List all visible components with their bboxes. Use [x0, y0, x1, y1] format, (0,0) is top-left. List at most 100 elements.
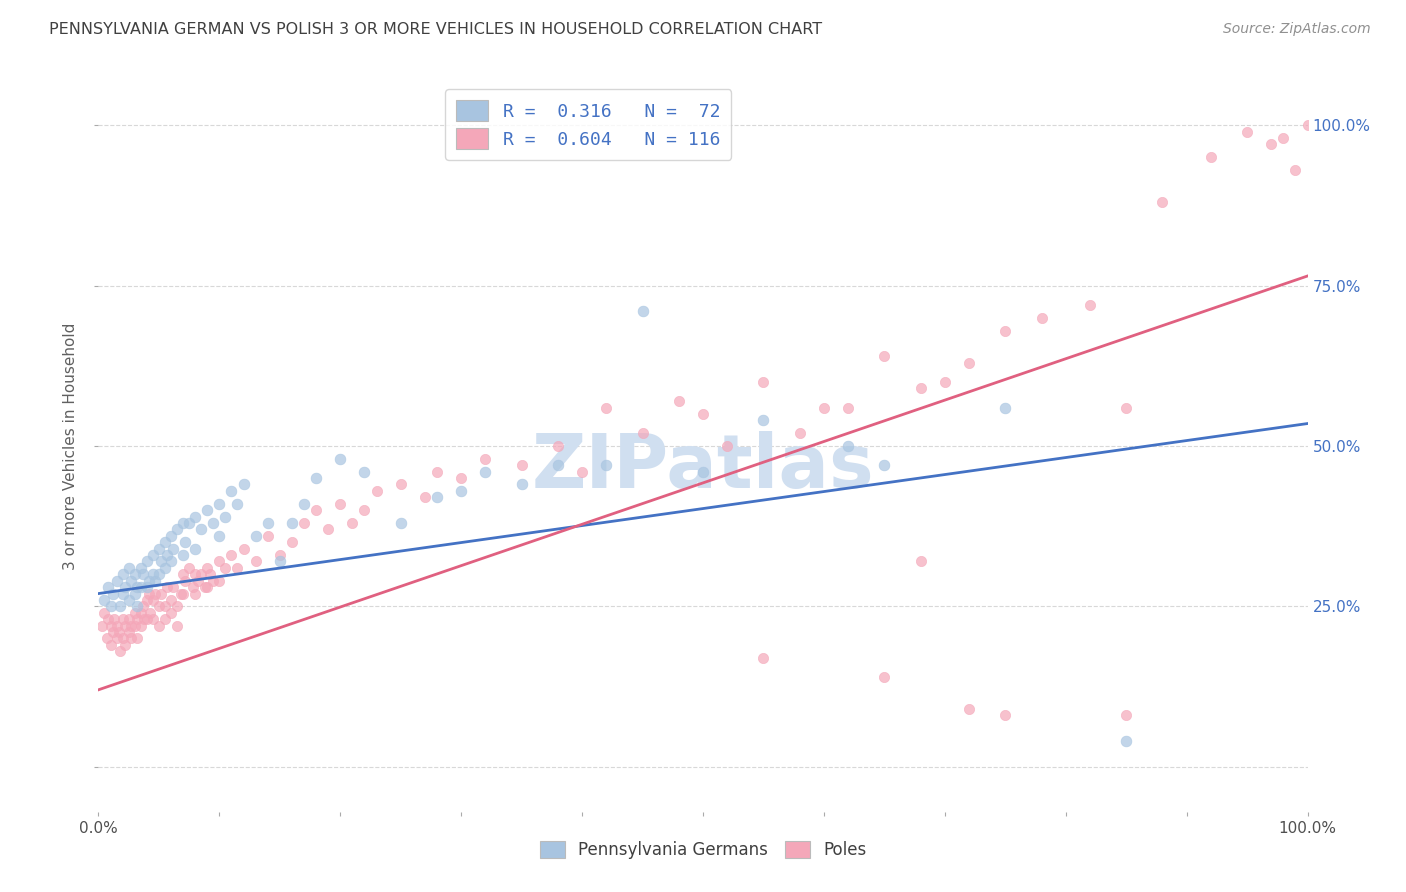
- Point: [156, 580, 179, 594]
- Point: [172, 548, 194, 562]
- Point: [1115, 708, 1137, 723]
- Point: [129, 561, 152, 575]
- Point: [716, 439, 738, 453]
- Point: [198, 567, 221, 582]
- Point: [153, 561, 176, 575]
- Point: [389, 516, 412, 530]
- Point: [510, 477, 533, 491]
- Point: [135, 580, 157, 594]
- Point: [232, 541, 254, 556]
- Point: [366, 483, 388, 498]
- Point: [111, 567, 134, 582]
- Point: [127, 599, 149, 614]
- Point: [148, 567, 170, 582]
- Point: [100, 618, 122, 632]
- Point: [934, 375, 956, 389]
- Point: [143, 574, 166, 588]
- Point: [353, 503, 375, 517]
- Point: [114, 638, 136, 652]
- Point: [105, 574, 128, 588]
- Text: PENNSYLVANIA GERMAN VS POLISH 3 OR MORE VEHICLES IN HOUSEHOLD CORRELATION CHART: PENNSYLVANIA GERMAN VS POLISH 3 OR MORE …: [49, 22, 823, 37]
- Point: [143, 586, 166, 600]
- Point: [208, 529, 231, 543]
- Point: [172, 516, 194, 530]
- Point: [142, 548, 165, 562]
- Point: [150, 586, 173, 600]
- Point: [256, 529, 278, 543]
- Point: [174, 574, 197, 588]
- Point: [208, 497, 231, 511]
- Point: [474, 451, 496, 466]
- Point: [305, 471, 328, 485]
- Point: [100, 599, 122, 614]
- Point: [100, 638, 122, 652]
- Point: [813, 401, 835, 415]
- Point: [269, 554, 291, 568]
- Point: [101, 586, 124, 600]
- Point: [160, 554, 183, 568]
- Point: [162, 541, 184, 556]
- Point: [172, 586, 194, 600]
- Point: [172, 567, 194, 582]
- Point: [305, 503, 328, 517]
- Point: [1115, 401, 1137, 415]
- Point: [138, 586, 160, 600]
- Point: [148, 541, 170, 556]
- Point: [105, 632, 128, 646]
- Point: [232, 477, 254, 491]
- Point: [256, 516, 278, 530]
- Point: [160, 593, 183, 607]
- Point: [873, 349, 896, 363]
- Point: [160, 529, 183, 543]
- Point: [692, 465, 714, 479]
- Point: [631, 426, 654, 441]
- Point: [120, 574, 142, 588]
- Point: [329, 451, 352, 466]
- Point: [132, 599, 155, 614]
- Point: [221, 483, 243, 498]
- Point: [169, 586, 191, 600]
- Point: [127, 612, 149, 626]
- Point: [160, 606, 183, 620]
- Point: [139, 606, 162, 620]
- Point: [148, 618, 170, 632]
- Point: [101, 625, 124, 640]
- Point: [292, 497, 315, 511]
- Point: [129, 606, 152, 620]
- Point: [752, 413, 775, 427]
- Point: [179, 561, 201, 575]
- Point: [153, 535, 176, 549]
- Legend: Pennsylvania Germans, Poles: Pennsylvania Germans, Poles: [533, 834, 873, 865]
- Point: [166, 523, 188, 537]
- Point: [138, 574, 160, 588]
- Point: [195, 561, 218, 575]
- Point: [190, 523, 212, 537]
- Point: [108, 644, 131, 658]
- Point: [91, 618, 114, 632]
- Point: [118, 561, 141, 575]
- Point: [129, 618, 152, 632]
- Point: [226, 497, 249, 511]
- Point: [134, 612, 156, 626]
- Point: [789, 426, 811, 441]
- Point: [105, 618, 128, 632]
- Point: [124, 567, 146, 582]
- Point: [135, 593, 157, 607]
- Point: [184, 509, 207, 524]
- Point: [1296, 118, 1319, 132]
- Point: [353, 465, 375, 479]
- Point: [96, 632, 118, 646]
- Point: [111, 612, 134, 626]
- Point: [120, 618, 142, 632]
- Point: [510, 458, 533, 473]
- Point: [190, 567, 212, 582]
- Point: [450, 471, 472, 485]
- Point: [111, 586, 134, 600]
- Point: [108, 599, 131, 614]
- Point: [179, 516, 201, 530]
- Point: [668, 394, 690, 409]
- Point: [166, 599, 188, 614]
- Text: ZIPatlas: ZIPatlas: [531, 432, 875, 505]
- Point: [184, 541, 207, 556]
- Point: [181, 580, 204, 594]
